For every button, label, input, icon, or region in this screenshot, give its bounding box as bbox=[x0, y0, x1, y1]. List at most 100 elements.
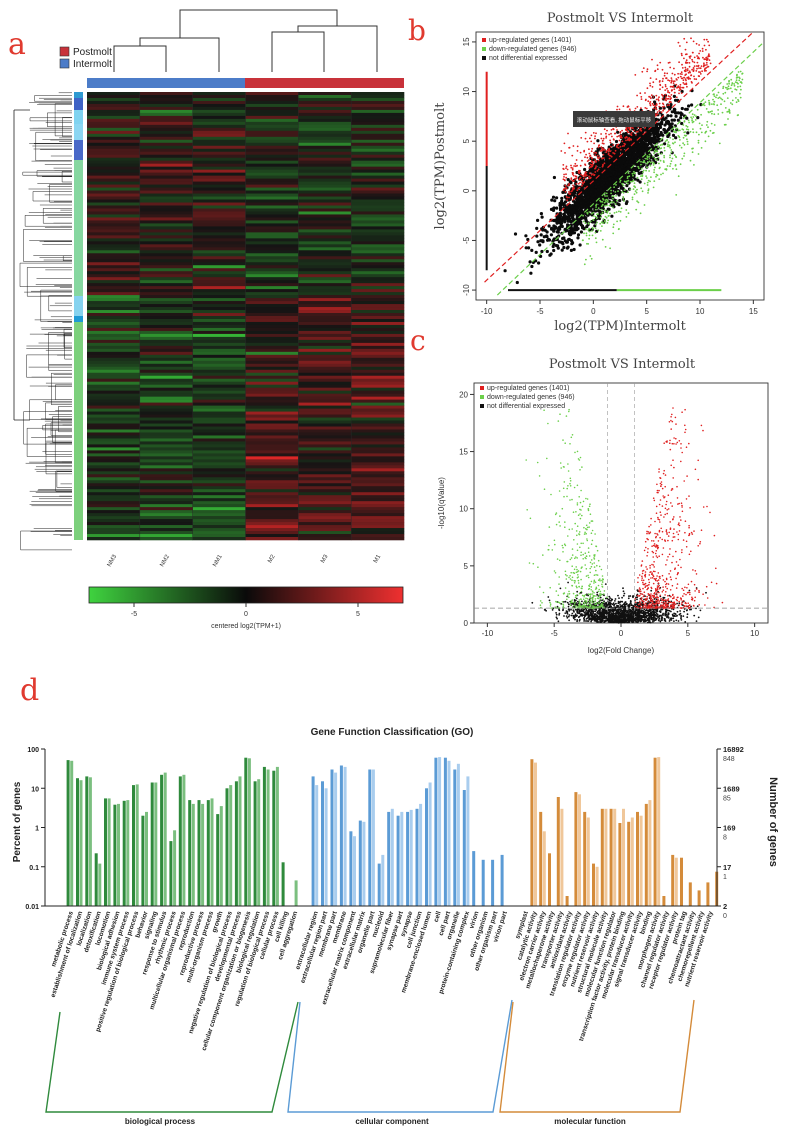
scatter-point-up bbox=[663, 74, 666, 77]
x-tick-label: 5 bbox=[644, 307, 649, 316]
scatter-point-down bbox=[710, 122, 713, 125]
heatmap-cell bbox=[245, 519, 299, 523]
scatter-point-down bbox=[735, 97, 737, 99]
scatter-point-down bbox=[729, 102, 732, 104]
heatmap-cell bbox=[139, 354, 193, 359]
heatmap-cell bbox=[298, 330, 352, 335]
heatmap-cell bbox=[192, 163, 246, 167]
heatmap-cell bbox=[139, 453, 193, 457]
scatter-point-up bbox=[664, 89, 667, 91]
heatmap-cell bbox=[192, 522, 246, 526]
scatter-point-up bbox=[563, 142, 566, 145]
scatter-point-up bbox=[661, 97, 664, 100]
scatter-point-down bbox=[591, 230, 593, 232]
y-tick-label: 0 bbox=[462, 188, 471, 193]
scatter-point-up bbox=[686, 69, 689, 72]
heatmap-cell bbox=[245, 205, 299, 209]
heatmap-cell bbox=[87, 402, 141, 406]
heatmap-cell bbox=[87, 292, 141, 296]
scatter-point-up bbox=[675, 96, 678, 99]
scatter-point-up bbox=[705, 61, 708, 64]
heatmap-cell bbox=[87, 486, 141, 490]
heatmap-cell bbox=[87, 229, 141, 233]
heatmap-cell bbox=[245, 127, 299, 132]
heatmap-cell bbox=[298, 112, 352, 117]
scatter-point-down bbox=[737, 98, 739, 101]
heatmap-cell bbox=[139, 148, 193, 153]
heatmap-cell bbox=[87, 157, 141, 161]
heatmap-cell bbox=[298, 372, 352, 377]
heatmap-cell bbox=[139, 480, 193, 484]
heatmap-cell bbox=[139, 414, 193, 418]
heatmap-cell bbox=[298, 199, 352, 203]
heatmap-cell bbox=[245, 456, 299, 460]
scatter-point-up bbox=[565, 196, 568, 198]
heatmap-cell bbox=[351, 92, 405, 96]
heatmap-cell bbox=[298, 357, 352, 362]
group-bar-intermolt bbox=[87, 78, 245, 88]
scatter-point-nd bbox=[644, 144, 648, 148]
scatter-point-down bbox=[592, 219, 595, 222]
heatmap-cell bbox=[298, 525, 352, 529]
scatter-point-up bbox=[618, 108, 621, 111]
scatter-point-down bbox=[693, 164, 695, 166]
scatter-point-up bbox=[679, 45, 681, 47]
heatmap-cell bbox=[351, 181, 405, 185]
scatter-point-nd bbox=[602, 181, 606, 185]
panel-b: b Postmolt VS Intermolt -10 -5 0 5 10 15-10-5… bbox=[408, 11, 765, 334]
heatmap-cell bbox=[87, 462, 141, 466]
scatter-point-nd bbox=[596, 148, 600, 152]
heatmap-cell bbox=[192, 262, 246, 266]
heatmap-cell bbox=[192, 286, 246, 290]
heatmap-cell bbox=[192, 348, 246, 353]
scatter-point-down bbox=[612, 226, 615, 229]
scatter-point-down bbox=[646, 155, 649, 158]
scatter-point-down bbox=[688, 121, 690, 124]
heatmap-cell bbox=[298, 528, 352, 532]
scatter-point-down bbox=[698, 122, 701, 125]
heatmap-cell bbox=[139, 384, 193, 388]
heatmap-cell bbox=[139, 396, 193, 400]
scatter-point-nd bbox=[594, 189, 598, 193]
scatter-point-up bbox=[594, 166, 597, 169]
row-cluster-segment bbox=[74, 322, 83, 540]
heatmap-cell bbox=[87, 136, 141, 141]
scatter-point-up bbox=[664, 99, 666, 101]
heatmap-cell bbox=[192, 289, 246, 293]
scatter-point-down bbox=[724, 91, 727, 94]
heatmap-cell bbox=[298, 163, 352, 167]
heatmap-cell bbox=[192, 405, 246, 409]
heatmap-cell bbox=[245, 486, 299, 490]
y-tick-label: -5 bbox=[462, 236, 471, 244]
scatter-point-up bbox=[601, 157, 603, 160]
heatmap-cell bbox=[192, 160, 246, 164]
row-dendrogram bbox=[13, 92, 72, 551]
heatmap-cell bbox=[245, 307, 299, 311]
heatmap-cell bbox=[245, 118, 299, 123]
scatter-point-up bbox=[598, 156, 601, 158]
heatmap-cell bbox=[192, 112, 246, 117]
scatter-point-nd bbox=[529, 271, 533, 275]
scatter-point-nd bbox=[540, 239, 544, 243]
heatmap-cell bbox=[351, 534, 405, 538]
colorbar-label: centered log2(TPM+1) bbox=[211, 623, 281, 630]
row-cluster-segment bbox=[74, 140, 83, 160]
scatter-point-down bbox=[594, 231, 597, 234]
heatmap-cell bbox=[139, 244, 193, 248]
scatter-point-down bbox=[613, 212, 616, 214]
heatmap-cell bbox=[298, 220, 352, 224]
heatmap-cell bbox=[139, 351, 193, 356]
scatter-point-up bbox=[564, 152, 566, 154]
scatter-point-up bbox=[612, 128, 615, 131]
heatmap-cell bbox=[351, 471, 405, 475]
scatter-point-up bbox=[646, 68, 649, 71]
heatmap-cell bbox=[192, 351, 246, 356]
column-label: M1 bbox=[373, 553, 383, 564]
scatter-point-down bbox=[631, 198, 634, 201]
scatter-point-down bbox=[692, 147, 694, 150]
scatter-point-nd bbox=[589, 190, 593, 194]
scatter-point-up bbox=[651, 58, 653, 61]
scatter-point-down bbox=[717, 109, 719, 111]
scatter-point-down bbox=[705, 108, 708, 110]
heatmap-cell bbox=[139, 420, 193, 424]
